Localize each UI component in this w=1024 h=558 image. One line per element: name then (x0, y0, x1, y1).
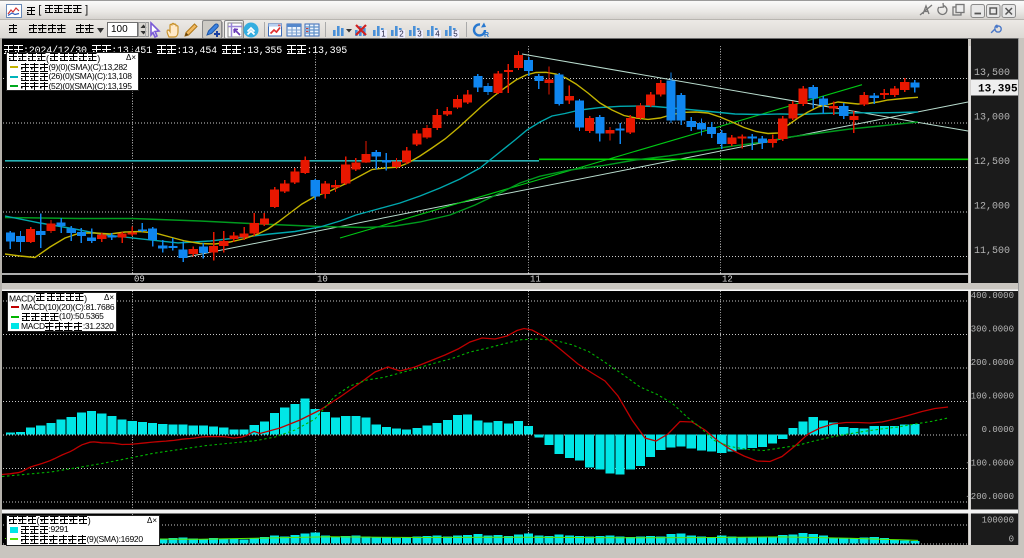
svg-text:R: R (484, 32, 489, 39)
svg-text:13,000: 13,000 (974, 113, 1010, 124)
svg-text:12,000: 12,000 (974, 202, 1010, 213)
svg-text:400.0000: 400.0000 (971, 291, 1014, 301)
svg-text:-200.0000: -200.0000 (965, 492, 1014, 502)
svg-text:11: 11 (530, 275, 541, 285)
svg-text:100000: 100000 (982, 516, 1014, 526)
svg-text:2: 2 (399, 30, 404, 39)
svg-text:10: 10 (317, 275, 328, 285)
svg-text:0.0000: 0.0000 (982, 425, 1014, 435)
svg-text:300.0000: 300.0000 (971, 325, 1014, 335)
svg-text:200.0000: 200.0000 (971, 358, 1014, 368)
svg-text:-100.0000: -100.0000 (965, 459, 1014, 469)
svg-text:11,500: 11,500 (974, 246, 1010, 257)
svg-text:13,500: 13,500 (974, 68, 1010, 79)
svg-text:5: 5 (453, 30, 458, 39)
svg-text:12: 12 (722, 275, 733, 285)
svg-text:1: 1 (381, 30, 386, 39)
svg-text:3: 3 (417, 30, 422, 39)
svg-text:0: 0 (1009, 535, 1014, 545)
svg-text:09: 09 (134, 275, 145, 285)
svg-text:4: 4 (435, 30, 440, 39)
svg-text:12,500: 12,500 (974, 157, 1010, 168)
svg-text:13,395: 13,395 (978, 84, 1018, 96)
svg-text:100.0000: 100.0000 (971, 392, 1014, 402)
